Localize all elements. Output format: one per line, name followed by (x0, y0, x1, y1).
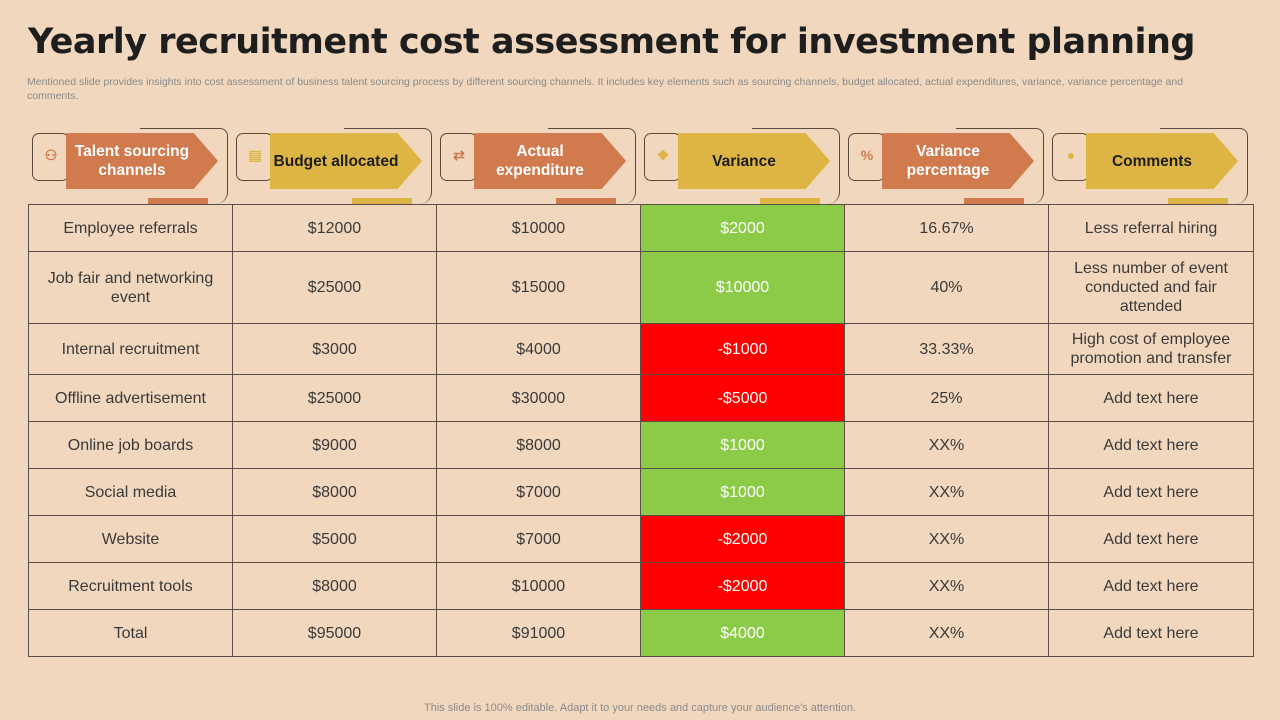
cell-comment: Add text here (1048, 562, 1254, 610)
table-row: Job fair and networking event $25000 $1500… (28, 251, 1254, 324)
cell-percentage: XX% (844, 468, 1049, 516)
header-accent-bar (1168, 198, 1228, 204)
header-label: Talent sourcing channels (66, 133, 218, 189)
cell-percentage: XX% (844, 609, 1049, 657)
cost-assessment-table: Employee referrals $12000 $10000 $2000 16.67… (28, 204, 1254, 657)
cell-channel: Website (28, 515, 233, 563)
header-2: ⇄ Actual expenditure (436, 128, 640, 204)
header-1: ▤ Budget allocated (232, 128, 436, 204)
cell-channel: Job fair and networking event (28, 251, 233, 324)
chat-bubble-icon: ● (1066, 147, 1076, 163)
cell-variance: $1000 (640, 468, 845, 516)
cell-channel: Social media (28, 468, 233, 516)
cell-comment: Add text here (1048, 374, 1254, 422)
header-label: Budget allocated (270, 133, 422, 189)
table-row: Online job boards $9000 $8000 $1000 XX% Add t… (28, 421, 1254, 469)
cell-comment: Add text here (1048, 421, 1254, 469)
table-row: Social media $8000 $7000 $1000 XX% Add text h… (28, 468, 1254, 516)
header-accent-bar (352, 198, 412, 204)
cell-actual: $8000 (436, 421, 641, 469)
header-label: Variance percentage (882, 133, 1034, 189)
cell-percentage: XX% (844, 562, 1049, 610)
cell-percentage: 33.33% (844, 323, 1049, 375)
page-subtitle: Mentioned slide provides insights into c… (27, 76, 1184, 102)
header-accent-bar (964, 198, 1024, 204)
cell-variance: $10000 (640, 251, 845, 324)
header-label: Comments (1086, 133, 1238, 189)
cell-budget: $8000 (232, 468, 437, 516)
cell-percentage: XX% (844, 515, 1049, 563)
table-row: Total $95000 $91000 $4000 XX% Add text here (28, 609, 1254, 657)
cell-channel: Online job boards (28, 421, 233, 469)
header-outline (548, 128, 636, 204)
cell-percentage: 16.67% (844, 204, 1049, 252)
page-title: Yearly recruitment cost assessment for i… (28, 22, 1195, 62)
header-4: % Variance percentage (844, 128, 1048, 204)
budget-document-icon: ▤ (248, 146, 262, 163)
header-accent-bar (556, 198, 616, 204)
cell-variance: $4000 (640, 609, 845, 657)
table-row: Recruitment tools $8000 $10000 -$2000 XX% Add… (28, 562, 1254, 610)
footer-note: This slide is 100% editable. Adapt it to… (424, 702, 856, 714)
header-5: ● Comments (1048, 128, 1252, 204)
cell-actual: $91000 (436, 609, 641, 657)
cell-percentage: XX% (844, 421, 1049, 469)
table-row: Internal recruitment $3000 $4000 -$1000 33.3… (28, 323, 1254, 375)
percent-icon: % (860, 147, 874, 163)
cell-channel: Employee referrals (28, 204, 233, 252)
cell-budget: $9000 (232, 421, 437, 469)
cell-comment: Less referral hiring (1048, 204, 1254, 252)
header-3: ❖ Variance (640, 128, 844, 204)
cell-channel: Total (28, 609, 233, 657)
header-outline (956, 128, 1044, 204)
expenditure-flow-icon: ⇄ (453, 146, 465, 163)
header-outline (344, 128, 432, 204)
cell-comment: Add text here (1048, 515, 1254, 563)
table-row: Employee referrals $12000 $10000 $2000 16.67… (28, 204, 1254, 252)
cell-budget: $8000 (232, 562, 437, 610)
cell-actual: $4000 (436, 323, 641, 375)
cell-comment: Less number of event conducted and fair … (1048, 251, 1254, 324)
cell-budget: $12000 (232, 204, 437, 252)
cell-channel: Offline advertisement (28, 374, 233, 422)
table-row: Website $5000 $7000 -$2000 XX% Add text here (28, 515, 1254, 563)
cell-percentage: 25% (844, 374, 1049, 422)
cell-budget: $25000 (232, 251, 437, 324)
cell-comment: High cost of employee promotion and tran… (1048, 323, 1254, 375)
column-headers: ⚇ Talent sourcing channels ▤ Budget allocat… (28, 128, 1252, 204)
cell-actual: $7000 (436, 468, 641, 516)
header-outline (1160, 128, 1248, 204)
header-accent-bar (148, 198, 208, 204)
cell-budget: $95000 (232, 609, 437, 657)
header-label: Actual expenditure (474, 133, 626, 189)
cell-percentage: 40% (844, 251, 1049, 324)
cell-channel: Internal recruitment (28, 323, 233, 375)
header-label: Variance (678, 133, 830, 189)
cell-channel: Recruitment tools (28, 562, 233, 610)
cell-actual: $10000 (436, 204, 641, 252)
cell-variance: -$1000 (640, 323, 845, 375)
cubes-icon: ❖ (656, 146, 670, 163)
cell-comment: Add text here (1048, 468, 1254, 516)
cell-actual: $7000 (436, 515, 641, 563)
cell-variance: $1000 (640, 421, 845, 469)
header-outline (752, 128, 840, 204)
header-0: ⚇ Talent sourcing channels (28, 128, 232, 204)
cell-actual: $10000 (436, 562, 641, 610)
cell-budget: $3000 (232, 323, 437, 375)
cell-variance: -$5000 (640, 374, 845, 422)
cell-comment: Add text here (1048, 609, 1254, 657)
cell-actual: $15000 (436, 251, 641, 324)
cell-budget: $25000 (232, 374, 437, 422)
header-accent-bar (760, 198, 820, 204)
table-row: Offline advertisement $25000 $30000 -$5000 2… (28, 374, 1254, 422)
header-outline (140, 128, 228, 204)
cell-variance: $2000 (640, 204, 845, 252)
people-network-icon: ⚇ (44, 146, 58, 163)
cell-budget: $5000 (232, 515, 437, 563)
cell-variance: -$2000 (640, 515, 845, 563)
cell-variance: -$2000 (640, 562, 845, 610)
cell-actual: $30000 (436, 374, 641, 422)
